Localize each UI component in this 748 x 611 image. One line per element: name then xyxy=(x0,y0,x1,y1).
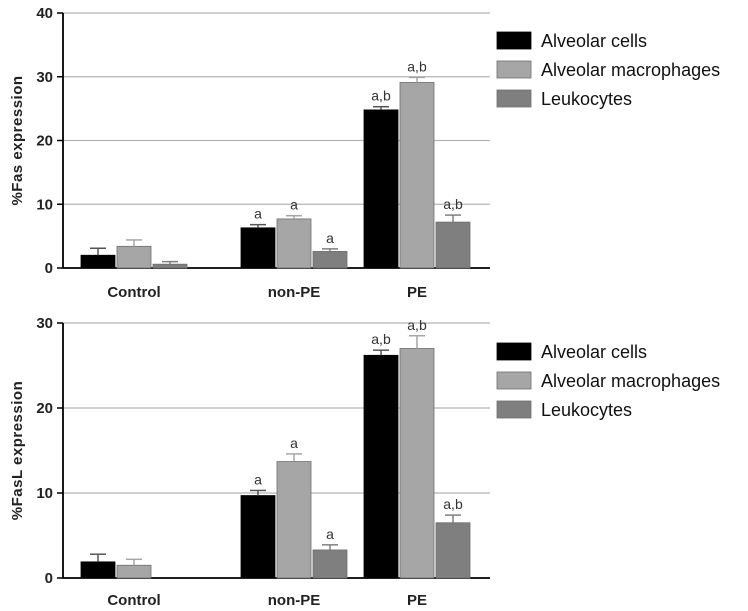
bar xyxy=(363,109,399,269)
bar xyxy=(80,561,116,579)
chart-panel-2: 0 10 20 30 %FasL expression Control a a a non-PE a… xyxy=(9,315,720,609)
legend-label: Leukocytes xyxy=(541,89,632,109)
legend-label: Alveolar macrophages xyxy=(541,371,720,391)
legend-label: Alveolar cells xyxy=(541,342,647,362)
x-tick-label: non-PE xyxy=(268,284,321,301)
y-tick-label: 10 xyxy=(36,196,53,213)
x-tick-label: Control xyxy=(107,284,160,301)
bar xyxy=(435,221,471,269)
bar xyxy=(240,227,276,269)
legend: Alveolar cells Alveolar macrophages Leukoc… xyxy=(496,31,720,109)
significance-label: a,b xyxy=(407,317,427,333)
bar xyxy=(116,564,152,579)
significance-label: a,b xyxy=(371,331,391,347)
significance-label: a xyxy=(254,206,262,222)
legend-swatch xyxy=(496,342,532,361)
legend-swatch xyxy=(496,400,532,419)
y-tick-label: 20 xyxy=(36,133,53,150)
bar xyxy=(276,218,312,269)
y-axis-title: %FasL expression xyxy=(9,381,26,520)
bar xyxy=(152,263,188,269)
bar xyxy=(435,522,471,579)
significance-label: a,b xyxy=(407,58,427,74)
legend-label: Alveolar macrophages xyxy=(541,60,720,80)
legend-label: Alveolar cells xyxy=(541,31,647,51)
bar xyxy=(116,245,152,269)
bar xyxy=(363,354,399,579)
chart-panel-1: 0 10 20 30 40 %Fas expression Control a a a non-PE… xyxy=(9,5,720,301)
bar xyxy=(240,495,276,579)
bar xyxy=(312,549,348,579)
significance-label: a,b xyxy=(443,496,463,512)
x-tick-label: PE xyxy=(407,592,427,609)
y-tick-label: 20 xyxy=(36,400,53,417)
x-tick-label: PE xyxy=(407,284,427,301)
y-tick-label: 0 xyxy=(45,260,53,277)
significance-label: a,b xyxy=(443,196,463,212)
x-tick-label: Control xyxy=(107,592,160,609)
legend-label: Leukocytes xyxy=(541,400,632,420)
significance-label: a xyxy=(326,230,334,246)
significance-label: a xyxy=(290,197,298,213)
y-tick-label: 40 xyxy=(36,5,53,22)
significance-label: a,b xyxy=(371,88,391,104)
bar xyxy=(399,348,435,579)
bar xyxy=(80,254,116,269)
y-tick-label: 10 xyxy=(36,485,53,502)
legend-swatch xyxy=(496,60,532,79)
significance-label: a xyxy=(326,526,334,542)
significance-label: a xyxy=(290,435,298,451)
significance-label: a xyxy=(254,471,262,487)
legend-swatch xyxy=(496,371,532,390)
legend: Alveolar cells Alveolar macrophages Leukoc… xyxy=(496,342,720,420)
bar xyxy=(276,461,312,579)
bar xyxy=(312,251,348,269)
legend-swatch xyxy=(496,89,532,108)
bar xyxy=(399,82,435,269)
y-axis-title: %Fas expression xyxy=(9,75,26,205)
x-tick-label: non-PE xyxy=(268,592,321,609)
y-tick-label: 30 xyxy=(36,315,53,332)
legend-swatch xyxy=(496,31,532,50)
y-tick-label: 0 xyxy=(45,570,53,587)
y-tick-label: 30 xyxy=(36,69,53,86)
